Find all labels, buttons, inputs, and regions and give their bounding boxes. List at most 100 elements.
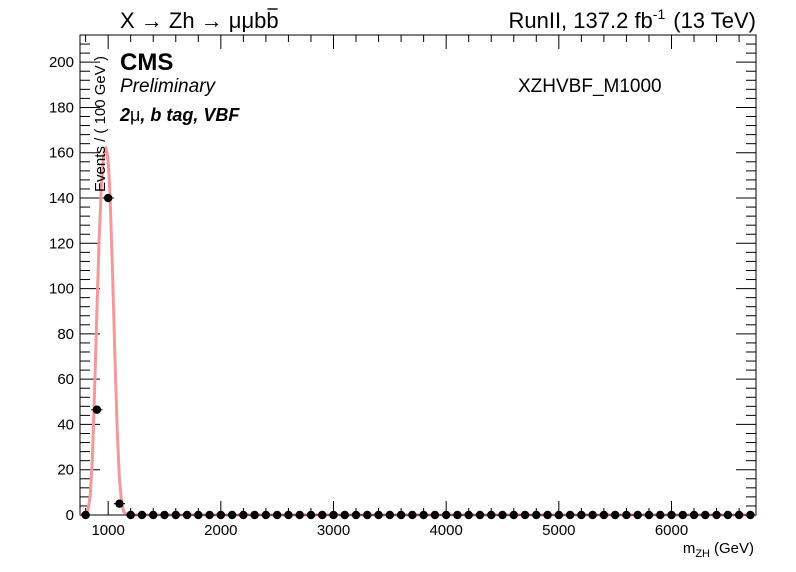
marker — [306, 510, 316, 520]
data-point-4000 — [440, 510, 452, 520]
marker — [667, 510, 676, 520]
data-point-5400 — [598, 510, 610, 520]
marker — [396, 510, 406, 520]
marker — [487, 510, 496, 520]
luminosity-label: RunII, 137.2 fb-1 (13 TeV) — [508, 6, 756, 33]
data-point-4700 — [519, 510, 531, 520]
marker — [160, 510, 169, 520]
data-point-3500 — [384, 510, 396, 520]
marker — [272, 510, 282, 520]
data-point-2600 — [282, 510, 295, 520]
data-point-4500 — [496, 510, 509, 520]
signal-fit-curve — [79, 145, 756, 517]
data-point-6100 — [677, 510, 689, 520]
data-point-2400 — [260, 510, 272, 520]
marker — [475, 510, 485, 520]
data-point-3600 — [395, 510, 407, 520]
marker — [610, 510, 620, 520]
marker — [182, 510, 192, 520]
marker — [532, 510, 541, 520]
marker — [554, 510, 564, 520]
data-point-3200 — [350, 510, 362, 520]
marker — [565, 510, 575, 520]
marker — [329, 510, 338, 520]
preliminary-label: Preliminary — [120, 76, 217, 97]
data-point-6200 — [688, 510, 700, 520]
data-point-1700 — [181, 510, 193, 520]
data-point-6300 — [699, 510, 711, 520]
data-point-2900 — [316, 510, 328, 520]
data-point-1900 — [203, 510, 216, 520]
marker — [205, 510, 214, 520]
data-point-3300 — [361, 510, 373, 520]
data-point-4800 — [530, 510, 542, 520]
data-point-2300 — [249, 510, 261, 520]
y-tick-label-80: 80 — [57, 326, 74, 343]
data-point-2700 — [294, 510, 306, 520]
y-tick-label-120: 120 — [49, 235, 74, 252]
y-tick-label-60: 60 — [57, 371, 74, 388]
marker — [239, 510, 248, 520]
marker — [261, 510, 271, 520]
data-point-1100 — [113, 499, 126, 508]
sample-label: XZHVBF_M1000 — [518, 76, 662, 97]
marker — [340, 510, 349, 520]
data-point-5600 — [620, 510, 633, 520]
data-point-1300 — [136, 510, 148, 520]
y-tick-label-140: 140 — [49, 190, 74, 207]
data-points — [80, 193, 756, 520]
y-axis-title: Events / ( 100 GeV ) — [92, 56, 109, 192]
y-tick-label-40: 40 — [57, 416, 74, 433]
data-point-1600 — [170, 510, 182, 520]
y-tick-label-160: 160 — [49, 145, 74, 162]
x-tick-label-6000: 6000 — [655, 522, 688, 539]
marker — [103, 193, 113, 203]
marker — [734, 510, 744, 520]
marker — [633, 510, 642, 520]
marker — [408, 510, 417, 520]
x-tick-label-3000: 3000 — [317, 522, 350, 539]
data-point-5100 — [564, 510, 576, 520]
data-point-5700 — [632, 510, 644, 520]
marker — [216, 510, 226, 520]
data-point-3000 — [327, 510, 340, 520]
data-point-3800 — [418, 510, 430, 520]
process-title: X → Zh → μμbb — [120, 8, 279, 33]
x-axis-title: mZH (GeV) — [683, 540, 754, 560]
marker — [385, 510, 395, 520]
data-point-6500 — [722, 510, 734, 520]
data-point-1400 — [147, 510, 159, 520]
marker — [295, 510, 304, 520]
marker — [701, 510, 710, 520]
marker — [543, 510, 552, 520]
marker — [712, 510, 721, 520]
marker — [171, 510, 180, 520]
marker — [137, 510, 147, 520]
marker — [577, 510, 586, 520]
data-point-4200 — [463, 510, 475, 520]
marker — [430, 510, 440, 520]
data-point-900 — [91, 405, 103, 414]
marker — [227, 510, 237, 520]
marker — [374, 510, 383, 520]
category-label: 2μ, b tag, VBF — [119, 105, 240, 125]
x-tick-label-1000: 1000 — [91, 522, 124, 539]
data-point-3900 — [429, 510, 441, 520]
x-tick-label-5000: 5000 — [542, 522, 575, 539]
data-point-5200 — [575, 510, 587, 520]
marker — [363, 510, 372, 520]
data-point-4600 — [508, 510, 520, 520]
data-point-4900 — [541, 510, 554, 520]
y-tick-label-200: 200 — [49, 54, 74, 71]
marker — [498, 510, 507, 520]
marker — [464, 510, 473, 520]
marker — [115, 499, 124, 508]
data-point-5500 — [609, 510, 621, 520]
data-point-3700 — [406, 510, 418, 520]
data-point-6000 — [665, 510, 678, 520]
marker — [599, 510, 609, 520]
data-point-2000 — [215, 510, 227, 520]
data-point-1800 — [192, 510, 204, 520]
